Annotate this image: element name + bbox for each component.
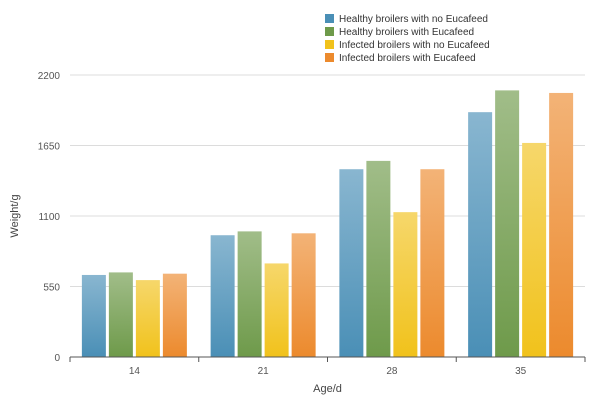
bar [162, 273, 187, 357]
bar [237, 231, 262, 357]
bar [468, 112, 493, 357]
bar [135, 280, 160, 357]
bar [366, 160, 391, 357]
bar [549, 92, 574, 357]
y-axis-label: Weight/g [9, 194, 21, 237]
legend-label: Infected broilers with Eucafeed [339, 53, 476, 64]
bars [81, 90, 574, 357]
x-tick-label: 28 [386, 366, 398, 377]
legend-swatch [325, 53, 334, 62]
x-axis-label: Age/d [313, 383, 342, 395]
legend: Healthy broilers with no Eucafeed Healthy… [325, 14, 490, 64]
bar [495, 90, 520, 357]
y-tick-label: 2200 [38, 71, 61, 82]
bar [264, 263, 289, 357]
y-tick-label: 550 [43, 283, 60, 294]
bar [81, 274, 106, 357]
legend-label: Infected broilers with no Eucafeed [339, 40, 490, 51]
legend-swatch [325, 27, 334, 36]
bar [339, 169, 364, 357]
y-tick-label: 0 [54, 353, 60, 364]
bar [393, 212, 418, 357]
legend-label: Healthy broilers with Eucafeed [339, 27, 474, 38]
x-tick-label: 21 [258, 366, 270, 377]
x-tick-label: 14 [129, 366, 141, 377]
bar [291, 233, 316, 357]
bar [108, 272, 133, 357]
bar [420, 169, 445, 357]
legend-label: Healthy broilers with no Eucafeed [339, 14, 488, 25]
x-axis-ticks: 14 21 28 35 [69, 357, 586, 377]
bar [210, 235, 235, 357]
y-tick-label: 1100 [38, 212, 60, 223]
y-tick-label: 1650 [38, 142, 61, 153]
legend-swatch [325, 40, 334, 49]
legend-swatch [325, 14, 334, 23]
x-tick-label: 35 [515, 366, 527, 377]
y-axis-ticks: 0 550 1100 1650 2200 [38, 71, 61, 364]
bar [522, 142, 547, 357]
